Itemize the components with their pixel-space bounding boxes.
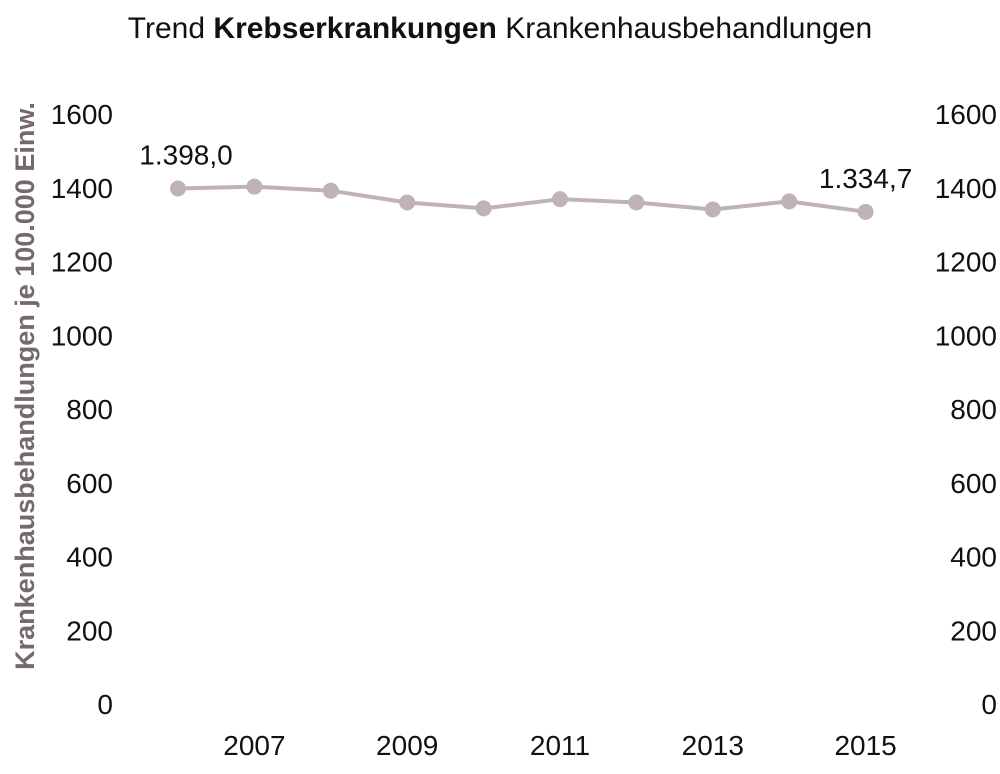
y-tick-label-left: 1400 <box>51 173 113 204</box>
series-line-group <box>170 178 874 220</box>
y-tick-label-left: 1000 <box>51 320 113 351</box>
y-tick-label-right: 1600 <box>935 99 997 130</box>
data-point <box>628 194 645 211</box>
title-suffix: Krankenhausbehandlungen <box>505 12 873 45</box>
y-tick-label-left: 1600 <box>51 99 113 130</box>
data-point <box>781 193 798 210</box>
y-tick-label-left: 200 <box>66 615 113 646</box>
x-tick-label: 2007 <box>223 730 285 761</box>
data-point <box>552 191 568 208</box>
y-tick-label-right: 1200 <box>935 247 997 278</box>
data-point <box>322 182 339 199</box>
y-tick-label-right: 400 <box>950 542 997 573</box>
y-tick-label-right: 1000 <box>935 320 997 351</box>
y-axis-label: Krankenhausbehandlungen je 100.000 Einw. <box>10 102 40 670</box>
title-bold: Krebserkrankungen <box>213 12 497 45</box>
data-label: 1.398,0 <box>139 139 232 170</box>
x-tick-label: 2009 <box>376 730 438 761</box>
y-tick-label-right: 0 <box>981 689 997 720</box>
data-point <box>857 203 874 220</box>
y-tick-label-left: 0 <box>97 689 113 720</box>
y-tick-label-left: 400 <box>66 542 113 573</box>
y-tick-label-right: 600 <box>950 468 997 499</box>
x-tick-label: 2013 <box>682 730 744 761</box>
chart-title: Trend Krebserkrankungen Krankenhausbehan… <box>0 12 1000 46</box>
title-prefix: Trend <box>127 12 206 45</box>
y-axis-right: 0 200 400 600 800 1000 1200 1400 1600 <box>935 99 997 720</box>
data-label: 1.334,7 <box>819 163 912 194</box>
x-tick-label: 2015 <box>834 730 896 761</box>
data-labels: 1.398,0 1.334,7 <box>139 139 912 193</box>
data-point <box>246 178 263 195</box>
y-tick-label-right: 200 <box>950 615 997 646</box>
data-point <box>704 201 721 218</box>
data-point <box>170 180 186 197</box>
data-point <box>399 194 416 211</box>
y-tick-label-right: 1400 <box>935 173 997 204</box>
x-tick-label: 2011 <box>530 730 590 761</box>
y-tick-label-left: 1200 <box>51 247 113 278</box>
series-line <box>177 184 866 214</box>
y-axis-left: 0 200 400 600 800 1000 1200 1400 1600 <box>51 99 113 720</box>
x-axis: 2007 2009 2011 2013 2015 <box>223 730 896 761</box>
y-tick-label-left: 800 <box>66 394 113 425</box>
y-tick-label-left: 600 <box>66 468 113 499</box>
y-tick-label-right: 800 <box>950 394 997 425</box>
data-point <box>475 200 492 217</box>
